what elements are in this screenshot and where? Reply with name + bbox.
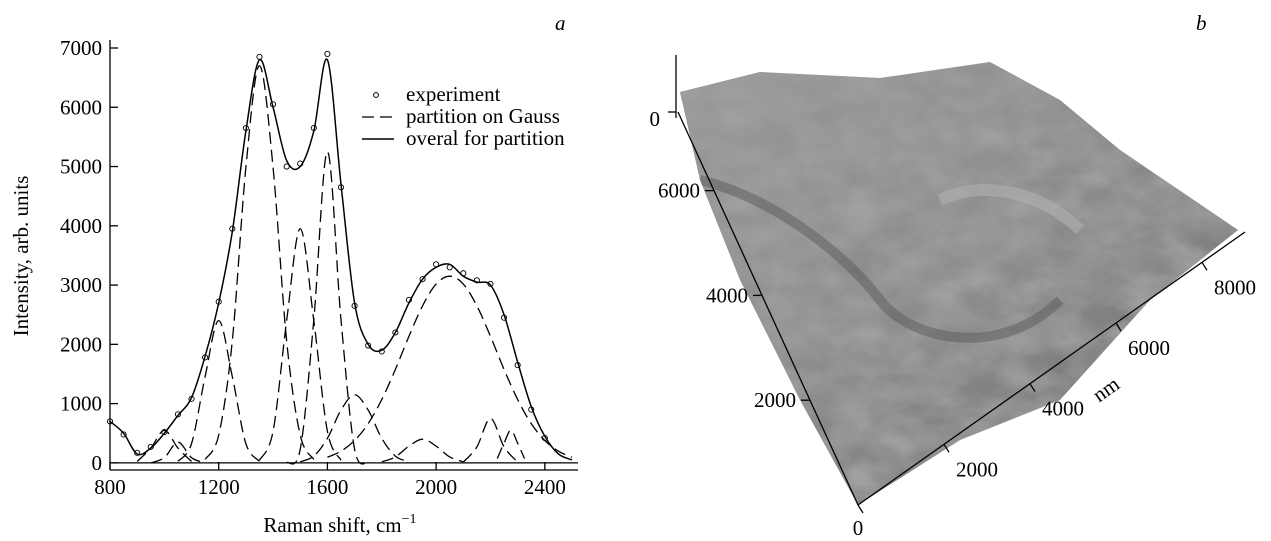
x-tick xyxy=(1115,322,1122,332)
gauss-component xyxy=(136,429,192,462)
x-tick xyxy=(943,443,950,453)
x-tick-label: 6000 xyxy=(1128,336,1170,360)
x-tick xyxy=(1201,261,1208,271)
y-tick-label: 1000 xyxy=(60,392,102,416)
y-tick-label: 0 xyxy=(92,451,103,475)
x-axis-title: Raman shift, cm−1 xyxy=(263,512,416,536)
gauss-component xyxy=(381,438,464,463)
gauss-component xyxy=(462,417,519,463)
x-tick xyxy=(1029,383,1036,393)
x-tick-label: 0 xyxy=(853,516,864,536)
gauss-component xyxy=(496,429,526,459)
x-tick-label: 1600 xyxy=(306,475,348,499)
data-point xyxy=(392,329,399,336)
y-axis-title: Intensity, arb. units xyxy=(9,176,33,337)
x-axis-title-sup: −1 xyxy=(402,512,417,527)
data-point xyxy=(174,411,181,418)
gauss-component xyxy=(177,319,260,462)
data-point xyxy=(147,443,154,450)
data-point xyxy=(256,53,263,60)
y-tick-label: 3000 xyxy=(60,273,102,297)
panel-label: b xyxy=(1196,11,1207,35)
data-point xyxy=(419,276,426,283)
data-point xyxy=(106,418,114,425)
gauss-component xyxy=(286,151,369,465)
gauss-component xyxy=(150,441,206,464)
gauss-component xyxy=(327,275,573,458)
x-tick-label: 800 xyxy=(94,475,126,499)
x-tick xyxy=(857,504,864,514)
y-tick-label: 2000 xyxy=(60,332,102,356)
x-axis-title: nm xyxy=(1088,372,1124,407)
data-point xyxy=(473,277,480,284)
y-axis xyxy=(677,111,859,506)
y-tick-label: 4000 xyxy=(706,283,748,307)
x-tick-label: 8000 xyxy=(1214,275,1256,299)
gauss-component xyxy=(258,228,342,461)
data-point xyxy=(324,50,331,57)
y-tick-label: 6000 xyxy=(658,179,700,203)
y-tick-label: 4000 xyxy=(60,214,102,238)
legend-marker xyxy=(373,92,379,98)
panel-label: a xyxy=(555,11,566,35)
y-tick-label: 2000 xyxy=(754,388,796,412)
y-tick-label: 7000 xyxy=(60,36,102,60)
gauss-component xyxy=(204,65,315,460)
z-tick-label: 0 xyxy=(650,107,661,131)
x-tick-label: 2400 xyxy=(524,475,566,499)
y-tick-label: 6000 xyxy=(60,95,102,119)
x-axis-title-text: Raman shift, cm xyxy=(263,513,401,536)
y-tick-label: 5000 xyxy=(60,155,102,179)
x-tick-label: 1200 xyxy=(198,475,240,499)
fit-line xyxy=(109,58,573,461)
x-axis xyxy=(857,231,1246,506)
gauss-component xyxy=(299,394,410,463)
x-tick-label: 2000 xyxy=(956,457,998,481)
legend-label: partition on Gauss xyxy=(406,104,560,128)
data-point xyxy=(120,431,127,438)
x-tick-label: 2000 xyxy=(415,475,457,499)
legend-label: overal for partition xyxy=(406,126,565,150)
x-tick-label: 4000 xyxy=(1042,397,1084,421)
legend-label: experiment xyxy=(406,82,501,106)
data-point xyxy=(134,449,141,456)
